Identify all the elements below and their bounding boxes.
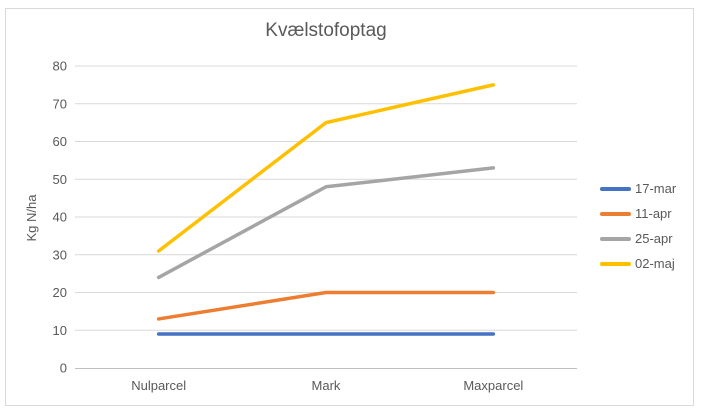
legend-label: 02-maj [635,256,675,271]
legend-item-17-mar[interactable]: 17-mar [600,176,676,201]
legend-item-11-apr[interactable]: 11-apr [600,201,676,226]
y-tick-label: 0 [60,361,67,376]
legend-marker-11-apr [600,211,631,216]
legend-label: 11-apr [635,206,672,221]
legend-label: 17-mar [635,181,677,196]
y-tick-label: 10 [53,323,67,338]
y-tick-label: 60 [53,134,67,149]
chart-frame [5,8,694,406]
legend: 17-mar 11-apr 25-apr 02-maj [600,176,676,276]
y-tick-label: 40 [53,210,67,225]
series-line-02-maj[interactable] [156,83,496,253]
series-line-11-apr[interactable] [156,290,496,321]
y-tick-label: 50 [53,172,67,187]
y-tick-label: 80 [53,59,67,74]
legend-marker-25-apr [600,236,631,241]
legend-item-02-maj[interactable]: 02-maj [600,251,676,276]
series-line-25-apr[interactable] [156,166,496,280]
chart-title: Kvælstofoptag [265,20,387,41]
y-tick-label: 70 [53,96,67,111]
category-label: Nulparcel [131,378,186,393]
legend-marker-17-mar [600,186,631,191]
category-label: Maxparcel [463,378,523,393]
category-label: Mark [312,378,341,393]
legend-item-25-apr[interactable]: 25-apr [600,226,676,251]
legend-label: 25-apr [635,231,673,246]
y-tick-label: 30 [53,247,67,262]
legend-marker-02-maj [600,261,631,266]
y-tick-label: 20 [53,285,67,300]
